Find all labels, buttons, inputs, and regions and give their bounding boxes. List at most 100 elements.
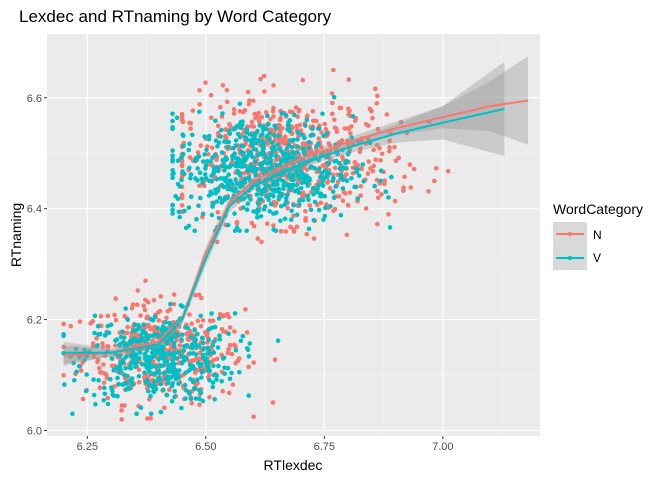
data-point-v xyxy=(74,369,79,375)
data-point-v xyxy=(274,126,279,131)
data-point-v xyxy=(310,126,315,131)
data-point-v xyxy=(311,165,317,171)
data-point-v xyxy=(146,354,152,360)
data-point-v xyxy=(210,384,216,390)
data-point-v xyxy=(120,382,125,388)
data-point-v xyxy=(123,306,128,311)
data-point-v xyxy=(147,362,153,367)
data-point-v xyxy=(125,317,131,323)
data-point-n xyxy=(271,223,276,228)
data-point-v xyxy=(314,189,320,195)
data-point-v xyxy=(281,183,287,188)
data-point-n xyxy=(206,152,211,157)
legend-key-n-point xyxy=(567,231,573,237)
data-point-v xyxy=(124,373,130,379)
data-point-v xyxy=(221,162,227,167)
data-point-n xyxy=(358,183,364,189)
data-point-n xyxy=(341,190,347,195)
data-point-n xyxy=(207,372,212,378)
data-point-n xyxy=(379,151,385,157)
data-point-n xyxy=(402,174,407,180)
data-point-v xyxy=(176,209,182,215)
data-point-v xyxy=(233,177,238,182)
data-point-n xyxy=(375,221,380,227)
data-point-v xyxy=(290,150,296,156)
data-point-v xyxy=(262,159,267,165)
data-point-v xyxy=(240,333,246,339)
data-point-v xyxy=(168,301,173,307)
data-point-v xyxy=(234,156,240,161)
data-point-n xyxy=(198,323,204,329)
data-point-v xyxy=(310,186,316,191)
data-point-n xyxy=(408,185,414,190)
data-point-v xyxy=(233,143,239,148)
data-point-v xyxy=(146,334,152,339)
data-point-v xyxy=(193,176,198,181)
data-point-n xyxy=(219,327,225,332)
data-point-n xyxy=(220,83,226,88)
data-point-n xyxy=(136,380,142,385)
data-point-v xyxy=(71,360,76,366)
data-point-v xyxy=(268,201,274,207)
data-point-n xyxy=(249,220,255,226)
chart-title: Lexdec and RTnaming by Word Category xyxy=(19,7,332,26)
data-point-n xyxy=(432,178,437,184)
data-point-v xyxy=(84,372,89,377)
data-point-v xyxy=(295,144,300,149)
data-point-v xyxy=(82,357,87,363)
data-point-v xyxy=(195,166,200,171)
data-point-v xyxy=(244,207,250,212)
data-point-n xyxy=(61,321,66,327)
data-point-n xyxy=(375,188,380,194)
data-point-v xyxy=(217,337,223,342)
data-point-v xyxy=(145,377,150,383)
data-point-v xyxy=(149,354,155,360)
data-point-n xyxy=(313,118,319,124)
data-point-n xyxy=(291,227,296,232)
data-point-n xyxy=(174,337,179,343)
data-point-n xyxy=(226,346,231,352)
data-point-v xyxy=(360,162,366,167)
data-point-v xyxy=(117,365,122,371)
data-point-v xyxy=(263,155,268,160)
data-point-v xyxy=(200,211,206,217)
data-point-v xyxy=(289,145,295,150)
data-point-v xyxy=(219,150,225,155)
data-point-n xyxy=(105,313,111,319)
data-point-v xyxy=(240,144,246,149)
data-point-n xyxy=(215,123,221,129)
data-point-n xyxy=(227,122,232,127)
data-point-n xyxy=(162,405,167,411)
data-point-v xyxy=(301,146,306,151)
data-point-v xyxy=(172,394,177,400)
data-point-v xyxy=(95,343,100,348)
data-point-v xyxy=(254,215,260,220)
data-point-v xyxy=(333,184,339,189)
data-point-v xyxy=(222,365,227,371)
data-point-v xyxy=(322,213,328,219)
data-point-n xyxy=(177,324,182,329)
data-point-n xyxy=(330,100,335,106)
data-point-n xyxy=(151,297,157,303)
data-point-n xyxy=(407,162,413,167)
data-point-v xyxy=(212,338,217,344)
data-point-n xyxy=(106,344,111,349)
data-point-v xyxy=(244,130,249,135)
data-point-n xyxy=(271,114,276,119)
data-point-v xyxy=(211,170,216,176)
data-point-v xyxy=(208,189,213,195)
data-point-n xyxy=(208,115,214,121)
data-point-v xyxy=(349,176,354,181)
data-point-n xyxy=(197,183,202,189)
data-point-v xyxy=(158,381,163,387)
data-point-n xyxy=(167,307,173,312)
data-point-v xyxy=(295,137,300,142)
data-point-v xyxy=(279,111,285,116)
data-point-v xyxy=(272,133,277,138)
data-point-n xyxy=(125,324,130,330)
data-point-n xyxy=(214,239,220,245)
data-point-n xyxy=(434,166,439,171)
data-point-v xyxy=(150,333,155,339)
data-point-v xyxy=(117,370,122,375)
